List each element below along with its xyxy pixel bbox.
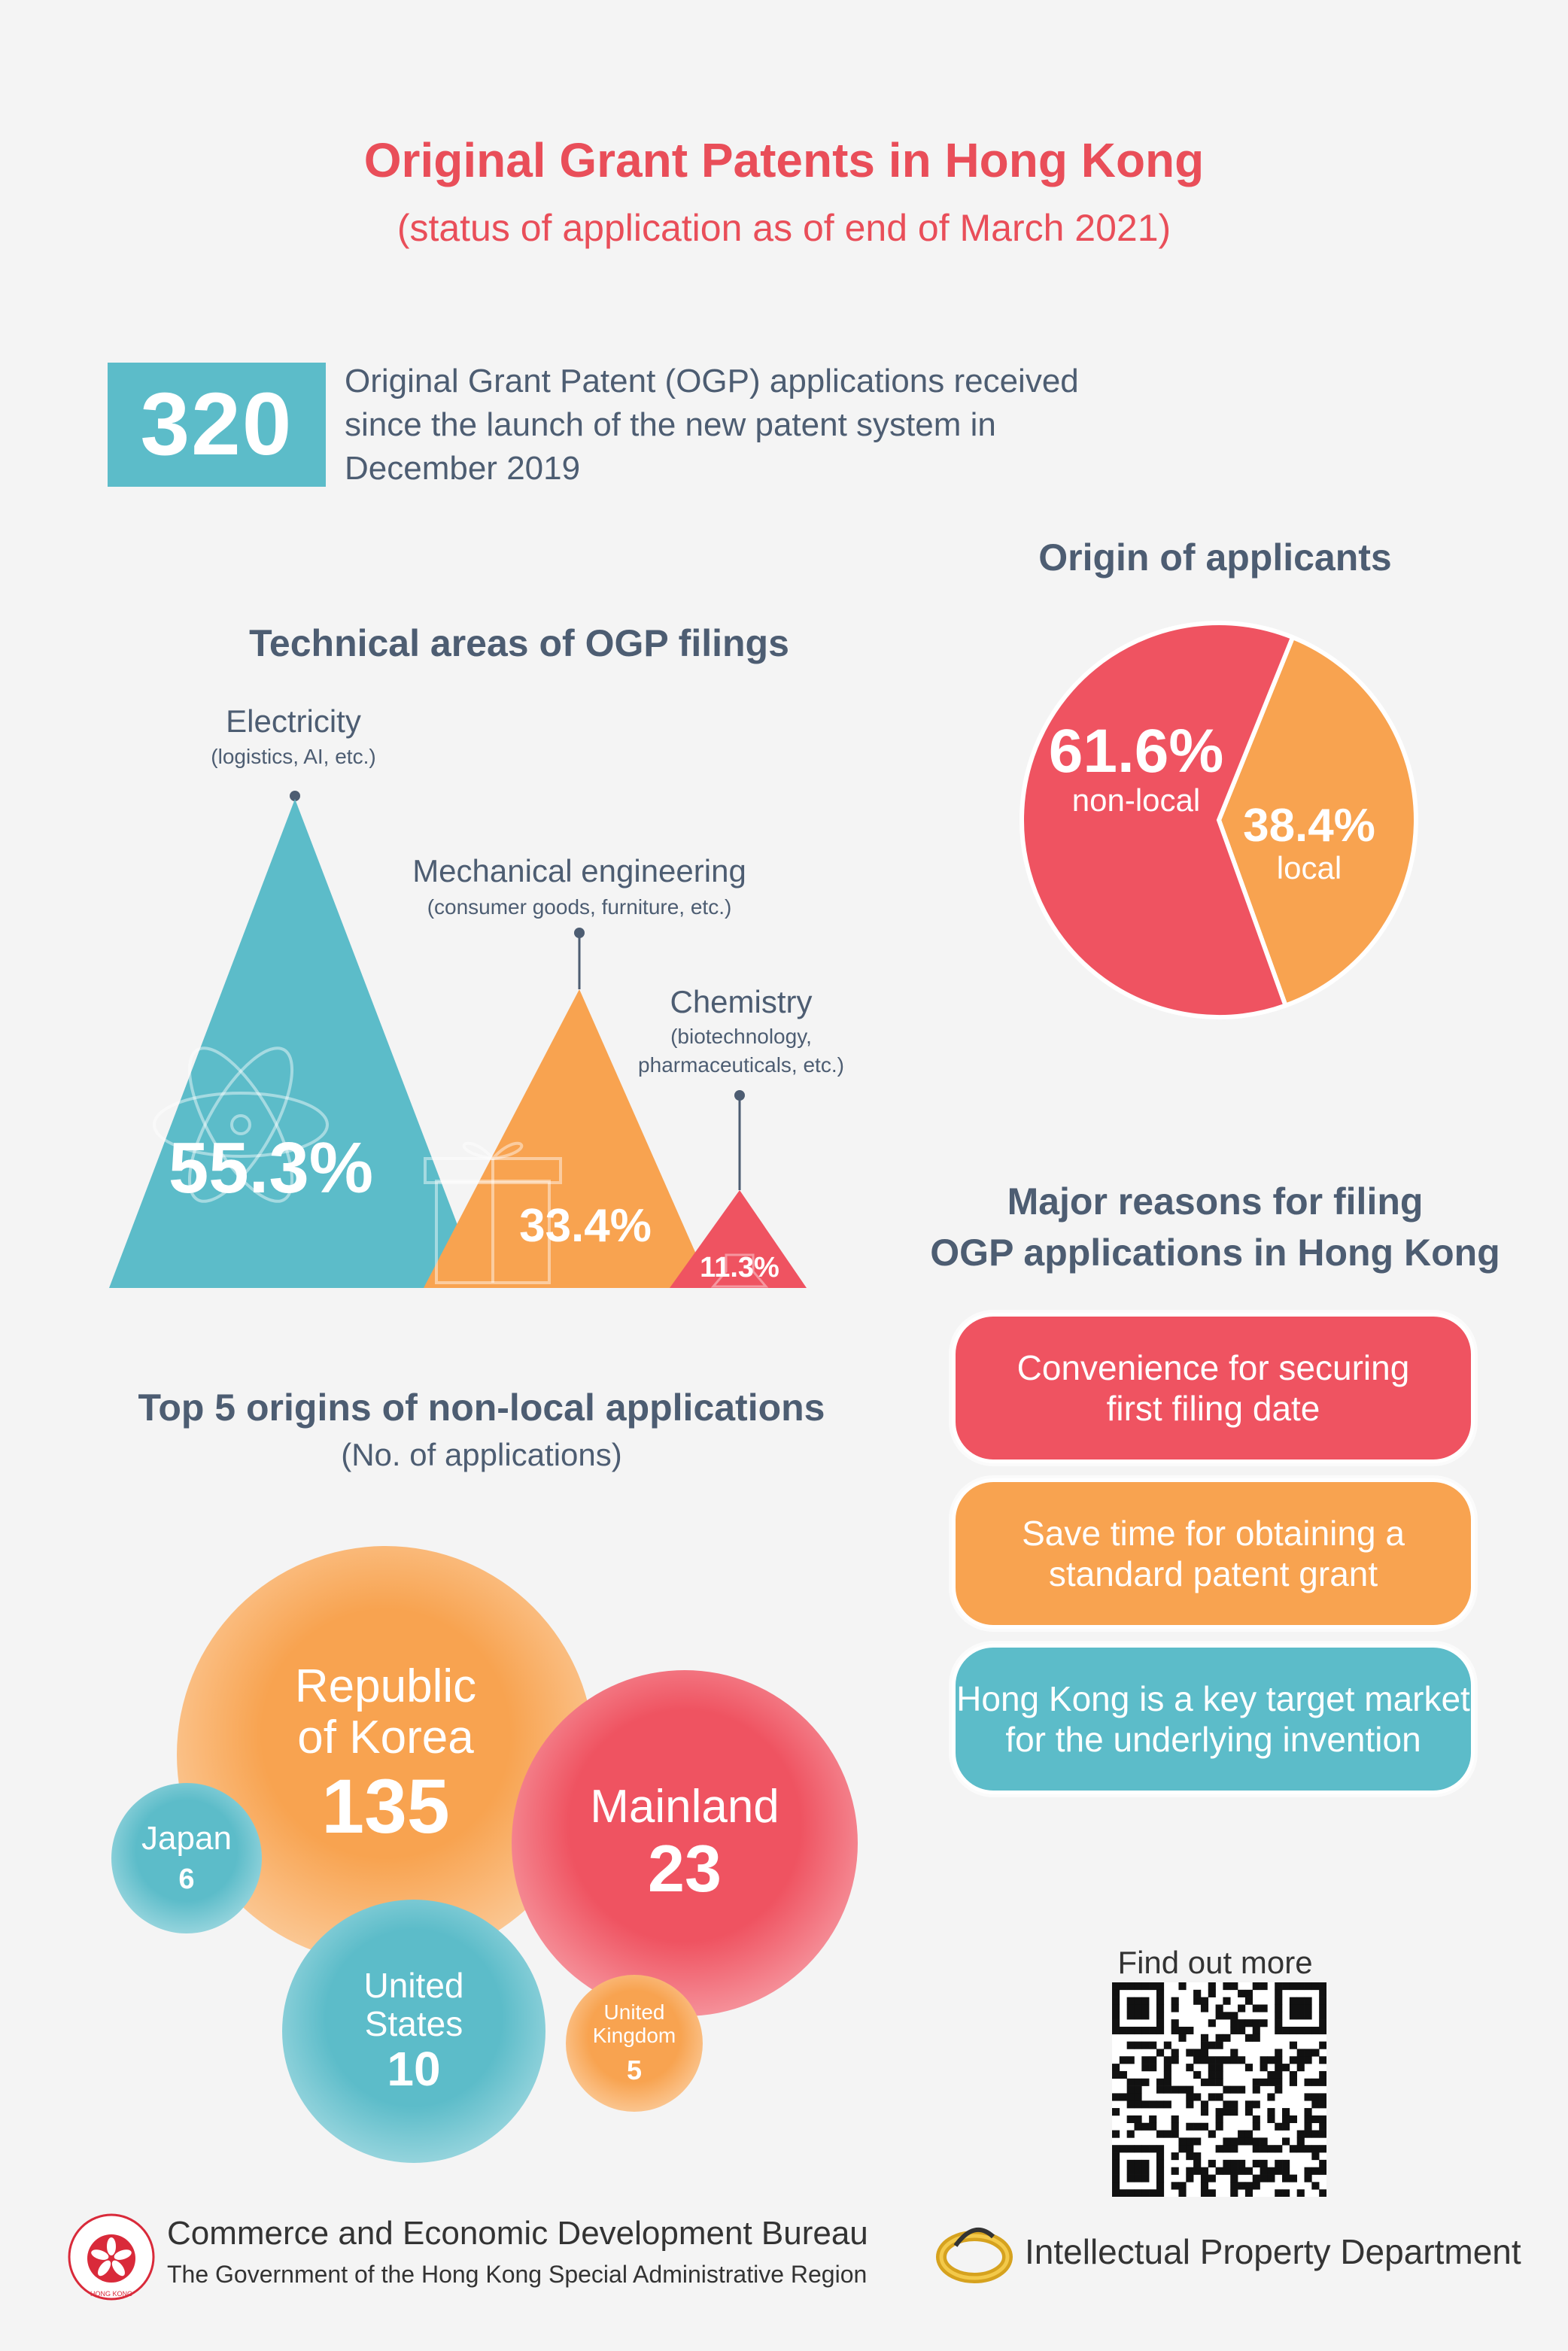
- bubble-mainland: Mainland 23: [512, 1670, 858, 2016]
- reason-2-line-1: Save time for obtaining a: [1022, 1514, 1405, 1553]
- electricity-pointer-dot: [290, 791, 300, 801]
- origin-pie-chart: [1020, 621, 1418, 1020]
- mechanical-sublabel: (consumer goods, furniture, etc.): [427, 895, 732, 919]
- reason-2-line-2: standard patent grant: [1048, 1554, 1378, 1593]
- technical-areas-chart: 55.3% 33.4% 11.3%: [109, 791, 807, 1288]
- nonlocal-percent: 61.6%: [1048, 717, 1224, 785]
- electricity-percent: 55.3%: [169, 1128, 373, 1208]
- reason-3-line-1: Hong Kong is a key target market: [956, 1679, 1470, 1718]
- us-label-1: United: [363, 1966, 464, 2006]
- electricity-sublabel: (logistics, AI, etc.): [211, 745, 376, 768]
- find-out-more-label: Find out more: [1117, 1945, 1313, 1980]
- chemistry-pointer-dot: [734, 1090, 745, 1101]
- department-name: Intellectual Property Department: [1025, 2232, 1521, 2271]
- nonlocal-label: non-local: [1071, 782, 1201, 818]
- top5-title: Top 5 origins of non-local applications: [138, 1387, 825, 1429]
- uk-label-2: Kingdom: [592, 2024, 676, 2048]
- chemistry-sublabel-2: pharmaceuticals, etc.): [638, 1053, 844, 1077]
- chemistry-triangle: [670, 1190, 807, 1288]
- pie-slice-nonlocal: [1020, 621, 1296, 1020]
- top5-subtitle: (No. of applications): [341, 1437, 622, 1472]
- local-percent: 38.4%: [1243, 800, 1375, 852]
- local-label: local: [1276, 850, 1342, 885]
- page-title: Original Grant Patents in Hong Kong: [363, 133, 1205, 187]
- gift-icon: [424, 1141, 562, 1284]
- mechanical-percent: 33.4%: [519, 1200, 652, 1252]
- mainland-label: Mainland: [590, 1780, 779, 1833]
- bubble-japan: Japan 6: [111, 1783, 262, 1933]
- chemistry-sublabel-1: (biotechnology,: [670, 1025, 812, 1048]
- chemistry-label: Chemistry: [670, 984, 813, 1019]
- reason-1-line-2: first filing date: [1106, 1389, 1320, 1428]
- technical-areas-title: Technical areas of OGP filings: [249, 622, 789, 664]
- japan-value: 6: [178, 1863, 195, 1896]
- reason-1-line-1: Convenience for securing: [1016, 1348, 1410, 1387]
- mainland-value: 23: [648, 1830, 722, 1906]
- ipd-logo-icon: [936, 2228, 1013, 2283]
- us-label-2: States: [364, 2003, 463, 2043]
- electricity-triangle: [109, 799, 482, 1288]
- korea-value: 135: [321, 1763, 450, 1849]
- bureau-name: Commerce and Economic Development Bureau: [167, 2215, 868, 2252]
- reasons-title-2: OGP applications in Hong Kong: [930, 1232, 1500, 1274]
- electricity-label: Electricity: [226, 703, 361, 739]
- bubble-united-kingdom: United Kingdom 5: [566, 1975, 703, 2112]
- reason-3-line-2: for the underlying invention: [1005, 1720, 1421, 1759]
- bubble-united-states: United States 10: [282, 1900, 545, 2163]
- uk-label-1: United: [603, 2000, 665, 2024]
- mechanical-label: Mechanical engineering: [412, 853, 746, 888]
- chemistry-percent: 11.3%: [700, 1252, 779, 1283]
- pie-slice-local: [1216, 634, 1418, 1009]
- flask-icon: [710, 1253, 769, 1288]
- reason-item-3: Hong Kong is a key target market for the …: [952, 1644, 1475, 1794]
- applications-count-badge: 320: [108, 363, 326, 487]
- korea-label-1: Republic: [294, 1660, 477, 1713]
- reason-item-1: Convenience for securing first filing dat…: [952, 1313, 1475, 1463]
- bureau-government: The Government of the Hong Kong Special …: [167, 2261, 868, 2288]
- mechanical-triangle: [424, 989, 711, 1288]
- us-value: 10: [387, 2042, 441, 2097]
- japan-label: Japan: [141, 1819, 232, 1857]
- applications-count-description: Original Grant Patent (OGP) applications…: [345, 363, 1079, 487]
- korea-label-2: of Korea: [297, 1712, 474, 1764]
- origin-title: Origin of applicants: [1038, 536, 1392, 579]
- reason-item-2: Save time for obtaining a standard patent…: [952, 1478, 1475, 1629]
- page-subtitle: (status of application as of end of Marc…: [397, 207, 1171, 249]
- uk-value: 5: [626, 2055, 643, 2085]
- hksar-emblem-icon: HONG KONG: [68, 2213, 155, 2301]
- reasons-title-1: Major reasons for filing: [1007, 1180, 1424, 1223]
- qr-code-icon[interactable]: [1112, 1982, 1326, 2197]
- atom-icon: [153, 1046, 329, 1203]
- mechanical-pointer-dot: [574, 928, 585, 938]
- emblem-text: HONG KONG: [90, 2290, 132, 2298]
